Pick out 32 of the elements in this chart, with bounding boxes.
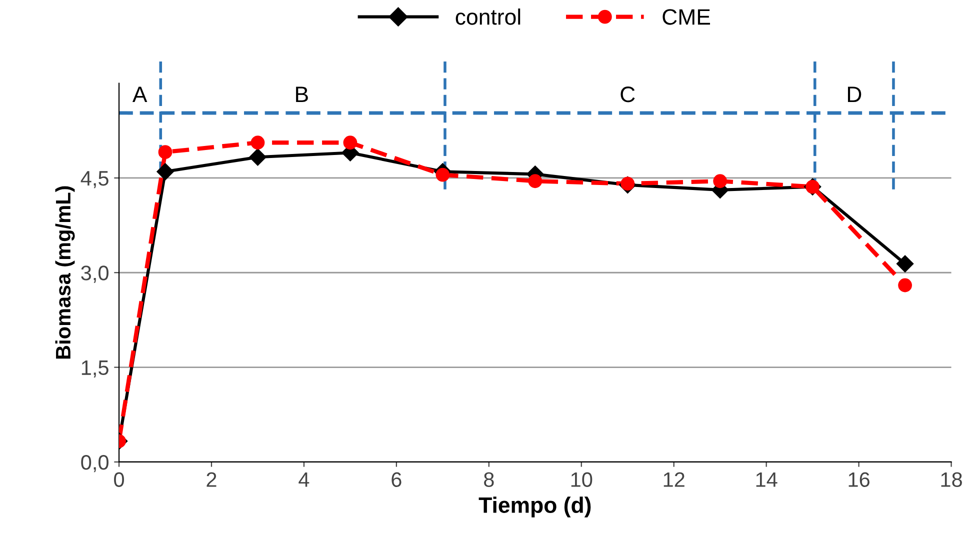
point [156,163,174,180]
point [898,278,912,292]
legend-label: control [456,8,520,25]
x-tick-label: 12 [664,472,684,487]
x-tick-label: 2 [206,472,216,487]
x-tick-label: 10 [571,472,592,487]
point [528,174,542,188]
x-axis-title: Tiempo (d) [478,496,591,518]
legend-label: CME [662,9,710,25]
point [436,168,450,182]
point [713,174,728,188]
y-tick-label: 1,5 [82,360,108,378]
x-tick-label: 18 [941,472,962,487]
annotation: C [620,86,635,102]
y-axis-title: Biomasa (mg/mL) [55,186,75,359]
x-tick-label: 8 [484,472,494,487]
point [249,148,266,166]
x-tick-label: 14 [756,472,778,487]
y-tick-label: 0,0 [81,454,108,472]
y-tick-label: 4,5 [80,171,108,188]
annotation: B [296,86,308,102]
annotation: A [132,86,148,102]
annotation: D [848,86,862,102]
y-tick-label: 3,0 [81,266,108,283]
x-tick-label: 6 [392,472,402,487]
point [158,145,172,160]
x-tick-label: 16 [848,472,870,487]
point [896,255,914,272]
x-tick-label: 4 [298,472,310,487]
point [250,136,265,150]
x-tick-label: 0 [114,472,124,487]
point [343,136,358,150]
